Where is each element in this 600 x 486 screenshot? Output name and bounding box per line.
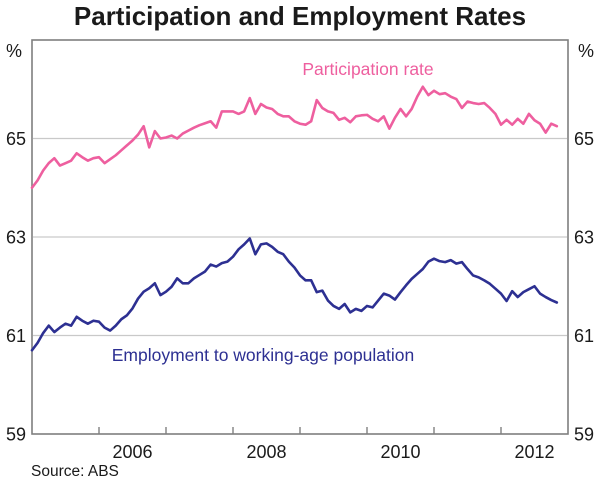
y-axis-label-left-59: 59 bbox=[6, 425, 26, 445]
y-axis-label-right-65: 65 bbox=[574, 129, 594, 149]
y-axis-label-right-61: 61 bbox=[574, 326, 594, 346]
source-note: Source: ABS bbox=[31, 463, 119, 480]
y-axis-label-right-63: 63 bbox=[574, 228, 594, 248]
y-axis-unit-right: % bbox=[578, 41, 594, 61]
employment-to-working-age-population-line bbox=[30, 237, 559, 352]
x-axis-label-2008: 2008 bbox=[246, 442, 286, 462]
participation-rate-label: Participation rate bbox=[302, 59, 433, 79]
y-axis-label-left-65: 65 bbox=[6, 129, 26, 149]
y-axis-unit-left: % bbox=[6, 41, 22, 61]
participation-rate-line bbox=[30, 85, 559, 190]
axis-label-layer: 65 65 63 63 61 61 59 59 2006 2008 2010 2012 bbox=[6, 129, 594, 462]
axis-tick-layer bbox=[98, 427, 502, 434]
plot-frame bbox=[31, 39, 569, 435]
employment-ratio-label: Employment to working-age population bbox=[112, 345, 415, 365]
y-axis-label-left-63: 63 bbox=[6, 228, 26, 248]
gridline-layer bbox=[33, 137, 567, 337]
y-axis-label-left-61: 61 bbox=[6, 326, 26, 346]
y-axis-label-right-59: 59 bbox=[574, 425, 594, 445]
series-layer bbox=[30, 85, 559, 352]
x-axis-label-2006: 2006 bbox=[112, 442, 152, 462]
chart-title: Participation and Employment Rates bbox=[73, 1, 527, 31]
x-axis-label-2012: 2012 bbox=[514, 442, 554, 462]
x-axis-label-2010: 2010 bbox=[380, 442, 420, 462]
